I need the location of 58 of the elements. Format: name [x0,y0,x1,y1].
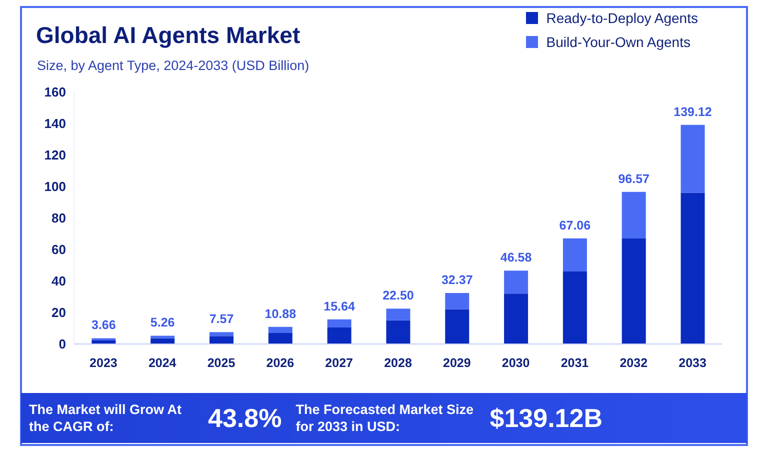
x-tick-label: 2025 [207,356,236,370]
x-tick-label: 2033 [678,356,706,370]
text: The Market will Grow At the CAGR of: [29,401,183,435]
x-tick-label: 2031 [560,356,589,370]
y-tick-label: 160 [44,84,66,100]
total-label: 67.06 [559,218,591,232]
text: $139.12B [490,402,602,434]
y-tick-label: 20 [52,305,66,320]
x-tick-label: 2026 [266,356,294,370]
y-tick-label: 140 [44,116,66,132]
bar [445,309,470,344]
total-label: 15.64 [324,299,355,314]
chart-subtitle: Size, by Agent Type, 2024-2033 (USD Billion) [37,58,310,73]
x-tick-label: 2024 [148,356,176,370]
bar [622,238,646,344]
y-tick-label: 40 [52,274,66,289]
x-tick-label: 2023 [90,356,118,370]
bar [386,320,410,344]
x-tick-label: 2027 [325,356,354,370]
y-tick-label: 120 [44,148,66,163]
bar [327,319,352,328]
total-label: 7.57 [209,312,234,326]
bar [209,336,234,344]
total-label: 10.88 [264,306,296,321]
bar [680,124,705,193]
total-label: 32.37 [441,273,473,288]
text: The Forecasted Market Size for 2033 in USD: [296,401,475,435]
total-label: 139.12 [674,104,712,119]
y-tick-label: 80 [52,210,66,226]
bar [504,294,528,344]
bar [680,192,705,344]
bar [504,270,528,294]
legend-label: Ready-to-Deploy Agents [546,10,698,26]
x-tick-label: 2030 [502,356,530,370]
bar [268,332,292,344]
x-tick-label: 2029 [443,356,471,370]
text: 43.8% [208,402,282,434]
bar [445,293,470,310]
total-label: 5.26 [150,316,175,330]
bar [386,308,410,320]
y-tick-label: 0 [58,336,66,352]
chart-title: Global AI Agents Market [36,22,300,49]
bar [150,336,175,338]
bar [268,326,292,333]
bar [327,327,352,344]
total-label: 22.50 [382,288,414,303]
bar [622,192,646,238]
x-tick-label: 2032 [620,356,648,370]
total-label: 3.66 [92,318,116,332]
bar [562,238,587,272]
total-label: 96.57 [618,172,650,186]
bar [562,272,587,344]
y-tick-label: 60 [52,242,66,258]
y-tick-label: 100 [44,179,66,194]
x-tick-label: 2028 [384,356,412,370]
bar [209,332,234,336]
total-label: 46.58 [500,250,532,265]
legend-label: Build-Your-Own Agents [546,34,690,50]
